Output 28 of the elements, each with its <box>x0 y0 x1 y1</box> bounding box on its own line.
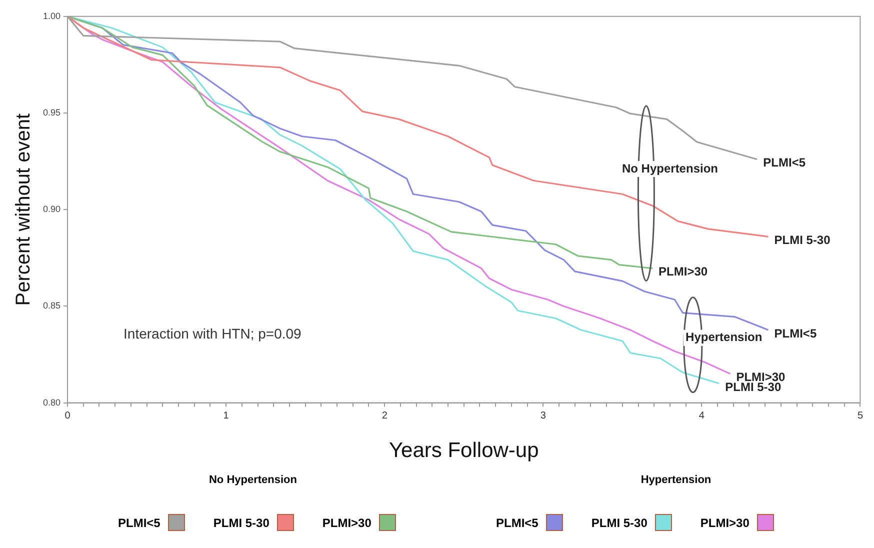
x-tick-label: 2 <box>382 410 388 422</box>
x-tick-label: 5 <box>857 410 864 422</box>
y-tick-label: 0.90 <box>42 204 61 214</box>
x-tick-label: 3 <box>540 410 546 422</box>
legend-label: PLMI 5-30 <box>591 516 648 530</box>
annotation: No Hypertension <box>622 161 718 176</box>
y-axis-title: Percent without event <box>12 112 35 306</box>
text: Hypertension <box>640 474 712 486</box>
legend-label: PLMI 5-30 <box>213 516 270 530</box>
text: No Hypertension <box>208 474 298 486</box>
legend-label: PLMI<5 <box>496 516 538 530</box>
y-tick-label: 0.85 <box>42 300 61 311</box>
legend-label: PLMI>30 <box>700 516 750 530</box>
y-tick-label: 0.80 <box>42 397 61 408</box>
annotation: Hypertension <box>686 330 762 344</box>
x-axis-title: Years Follow-up <box>388 439 539 462</box>
x-tick-label: 0 <box>64 410 71 422</box>
text: PLMI<5 <box>774 326 817 340</box>
legend-label: PLMI>30 <box>322 516 372 530</box>
y-tick-label: 0.95 <box>42 107 61 118</box>
y-tick-label: 1.00 <box>42 10 61 21</box>
text: PLMI 5-30 <box>774 232 830 247</box>
text: PLMI<5 <box>763 156 806 170</box>
x-tick-label: 4 <box>698 410 705 422</box>
text: PLMI>30 <box>658 264 708 279</box>
x-tick-label: 1 <box>223 410 230 422</box>
annotation: Interaction with HTN; p=0.09 <box>124 326 302 342</box>
legend-label: PLMI<5 <box>118 516 160 530</box>
